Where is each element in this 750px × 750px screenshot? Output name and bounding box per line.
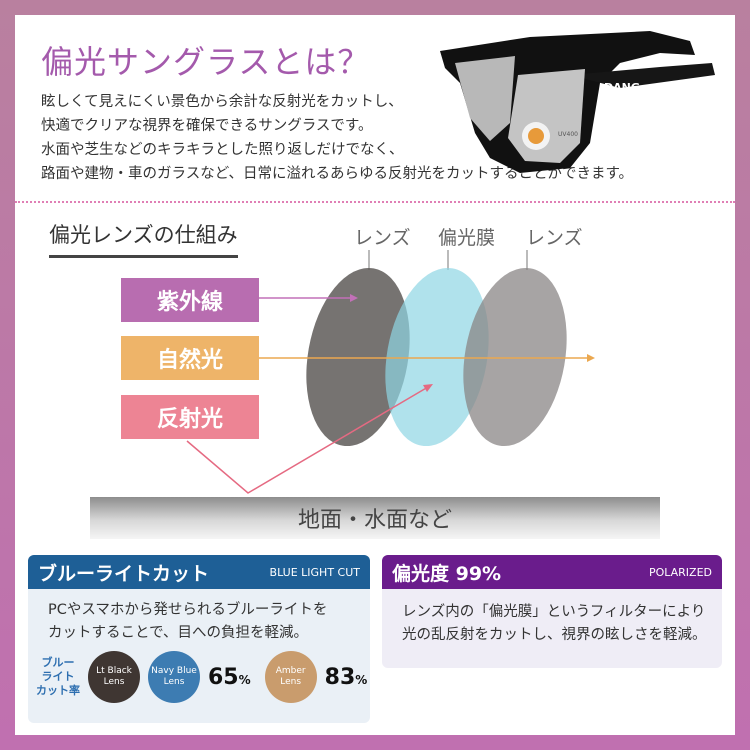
brand-logo: DANG	[604, 81, 640, 94]
lens-diagram	[186, 250, 595, 494]
blue-light-header: ブルーライトカット BLUE LIGHT CUT	[28, 555, 370, 589]
blue-light-title: ブルーライトカット	[38, 562, 210, 585]
lt-black-lens-swatch: Lt Black Lens	[88, 651, 140, 703]
amber-rate: 83%	[325, 665, 368, 690]
reflected-light-arrow	[186, 386, 429, 494]
cut-rate-row: ブルー ライト カット率 Lt Black Lens Navy Blue Lens …	[28, 645, 370, 703]
navy-blue-lens-swatch: Navy Blue Lens	[148, 651, 200, 703]
lens-name: Amber	[275, 666, 306, 676]
uv-arrowhead	[350, 294, 358, 302]
polarized-subtitle: POLARIZED	[648, 565, 712, 579]
lens-name: Lens	[163, 677, 185, 687]
back-lens	[463, 267, 567, 447]
rate-value: 83	[324, 664, 356, 690]
ground-surface: 地面・水面など	[90, 497, 660, 539]
polarized-title: 偏光度 99%	[392, 562, 502, 585]
dotted-divider	[15, 201, 735, 203]
blue-light-card: ブルーライトカット BLUE LIGHT CUT PCやスマホから発せられるブル…	[28, 555, 370, 723]
front-lens	[306, 267, 410, 447]
lens-name: Lt Black	[96, 666, 132, 676]
polarized-card: 偏光度 99% POLARIZED レンズ内の「偏光膜」というフィルターにより …	[382, 555, 722, 668]
body-line: PCやスマホから発せられるブルーライトを	[48, 602, 328, 618]
page-title: 偏光サングラスとは？	[41, 43, 371, 81]
lens-label: レンズ	[354, 227, 411, 249]
body-line: レンズ内の「偏光膜」というフィルターにより	[402, 604, 706, 620]
polarized-header: 偏光度 99% POLARIZED	[382, 555, 722, 589]
rate-unit: %	[355, 672, 368, 687]
polarized-body: レンズ内の「偏光膜」というフィルターにより 光の乱反射をカットし、視界の眩しさを…	[382, 589, 722, 647]
lens-name: Lens	[280, 677, 302, 687]
navy-blue-rate: 65%	[208, 665, 251, 690]
rate-unit: %	[238, 672, 251, 687]
reflected-light-arrowhead	[423, 384, 433, 392]
amber-lens-swatch: Amber Lens	[264, 651, 317, 703]
lens-name: Navy Blue	[151, 666, 197, 676]
intro-line: 眩しくて見えにくい景色から余計な反射光をカットし、	[41, 94, 403, 110]
reflected-light-label: 反射光	[121, 395, 259, 439]
infographic: 偏光サングラスとは？ 眩しくて見えにくい景色から余計な反射光をカットし、 快適で…	[15, 15, 735, 735]
intro-line: 快適でクリアな視界を確保できるサングラスです。	[41, 118, 373, 134]
lens-name: Lens	[103, 677, 125, 687]
intro-line: 水面や芝生などのキラキラとした照り返しだけでなく、	[41, 142, 404, 158]
rate-label-line: ライト	[41, 670, 75, 683]
body-line: 光の乱反射をカットし、視界の眩しさを軽減。	[402, 627, 707, 643]
lens-sticker: UV400	[558, 131, 578, 138]
blue-light-subtitle: BLUE LIGHT CUT	[269, 565, 360, 579]
rate-label-line: カット率	[36, 684, 80, 697]
intro-text: 眩しくて見えにくい景色から余計な反射光をカットし、 快適でクリアな視界を確保でき…	[41, 90, 633, 186]
body-line: カットすることで、目への負担を軽減。	[48, 625, 308, 641]
polarizing-film	[385, 267, 489, 447]
natural-light-arrowhead	[587, 354, 595, 362]
rate-value: 65	[208, 664, 239, 690]
section-heading: 偏光レンズの仕組み	[49, 219, 238, 258]
sunglasses-image: UV400 DANG	[440, 31, 715, 173]
rate-label-line: ブルー	[41, 656, 75, 669]
intro-line: 路面や建物・車のガラスなど、日常に溢れるあらゆる反射光をカットすることができます…	[41, 166, 634, 182]
polarizing-film-label: 偏光膜	[438, 227, 496, 249]
natural-light-label: 自然光	[121, 336, 259, 380]
lens-label: レンズ	[526, 227, 583, 249]
uv-label: 紫外線	[121, 278, 259, 322]
blue-light-body: PCやスマホから発せられるブルーライトを カットすることで、目への負担を軽減。	[28, 589, 370, 645]
cut-rate-label: ブルー ライト カット率	[36, 656, 80, 698]
